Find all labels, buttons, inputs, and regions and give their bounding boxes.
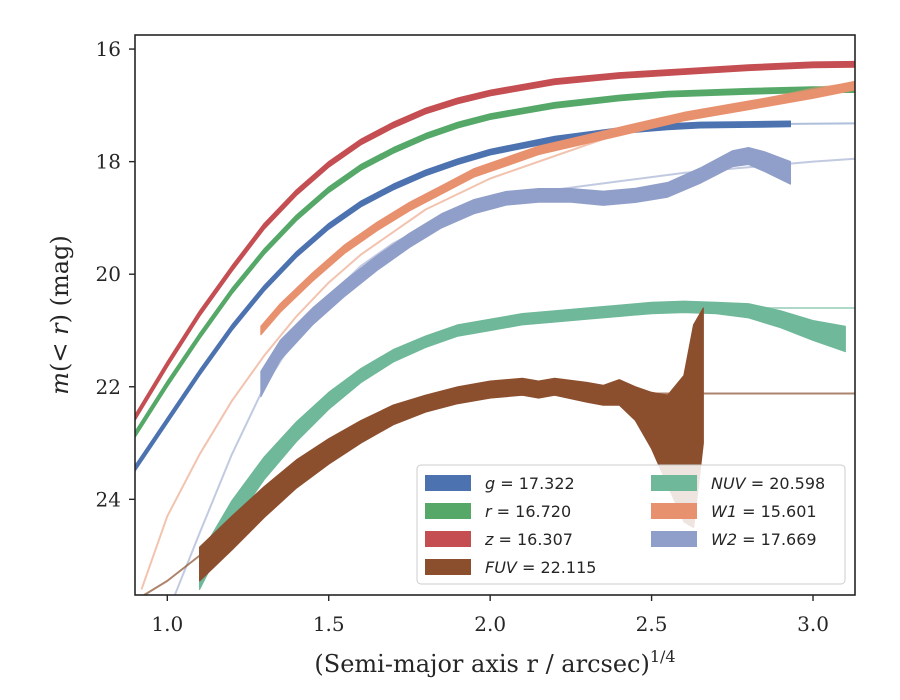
legend-swatch-w1 (651, 503, 697, 519)
y-tick-label: 24 (96, 487, 121, 511)
legend-label-fuv: FUV = 22.115 (485, 558, 596, 577)
series-g-band (135, 120, 792, 472)
x-tick-label: 3.0 (797, 612, 829, 636)
legend-swatch-nuv (651, 475, 697, 491)
series-nuv-band (199, 300, 846, 591)
series-g-model-line (790, 122, 855, 125)
legend-label-g: g = 17.322 (485, 474, 575, 493)
y-tick-label: 18 (96, 150, 121, 174)
series-fuv-band (199, 307, 704, 582)
legend-label-nuv: NUV = 20.598 (711, 474, 825, 493)
legend-box (416, 464, 846, 585)
x-tick-label: 2.5 (636, 612, 668, 636)
legend: g = 17.322 r = 16.720 z = 16.307 FUV = 22.1… (416, 464, 846, 585)
x-tick-label: 1.0 (151, 612, 183, 636)
series-z-band (135, 60, 855, 422)
y-axis-label: m(< r) (mag) (46, 235, 74, 395)
legend-swatch-fuv (425, 559, 471, 575)
legend-swatch-z (425, 531, 471, 547)
x-tick-label: 1.5 (313, 612, 345, 636)
legend-swatch-w2 (651, 531, 697, 547)
x-axis-ticks: 1.0 1.5 2.0 2.5 3.0 (151, 595, 829, 636)
series-r-band (135, 86, 855, 438)
x-axis-label: (Semi-major axis r / arcsec)1/4 (314, 647, 675, 678)
series-w2-band (260, 147, 792, 398)
legend-label-w2: W2 = 17.669 (711, 530, 817, 549)
legend-label-z: z = 16.307 (484, 530, 573, 549)
y-tick-label: 22 (96, 375, 121, 399)
legend-swatch-r (425, 503, 471, 519)
series-w1-band (260, 80, 855, 336)
y-tick-label: 20 (96, 262, 121, 286)
x-tick-label: 2.0 (474, 612, 506, 636)
y-axis-ticks: 16 18 20 22 24 (96, 37, 135, 511)
y-tick-label: 16 (96, 37, 121, 61)
plot-series-layer (135, 60, 855, 595)
legend-label-r: r = 16.720 (485, 502, 571, 521)
legend-label-w1: W1 = 15.601 (711, 502, 817, 521)
legend-swatch-g (425, 475, 471, 491)
plot-frame (134, 34, 856, 596)
